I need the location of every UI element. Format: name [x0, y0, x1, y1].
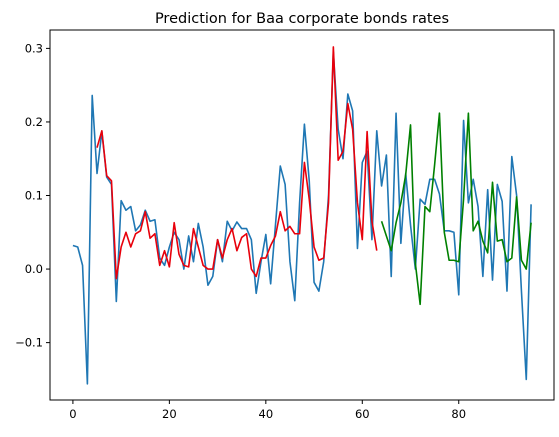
series-line-2 — [96, 46, 378, 280]
x-tick-label: 80 — [451, 407, 466, 421]
x-tick-label: 20 — [162, 407, 177, 421]
y-tick-label: 0.0 — [25, 262, 43, 276]
y-axis: −0.1 0.0 0.1 0.2 0.3 — [15, 41, 50, 350]
x-tick-label: 60 — [355, 407, 370, 421]
plot-area — [72, 46, 532, 385]
x-tick-label: 0 — [69, 407, 76, 421]
x-tick-label: 40 — [259, 407, 274, 421]
series-line-1 — [72, 51, 532, 385]
y-tick-label: 0.3 — [25, 41, 43, 55]
y-tick-label: −0.1 — [15, 336, 43, 350]
y-tick-label: 0.2 — [25, 115, 43, 129]
y-tick-label: 0.1 — [25, 189, 43, 203]
axes-frame — [49, 29, 555, 401]
chart-title: Prediction for Baa corporate bonds rates — [155, 11, 449, 27]
x-axis: 0 20 40 60 80 — [69, 400, 466, 421]
series-line-3 — [380, 112, 532, 306]
